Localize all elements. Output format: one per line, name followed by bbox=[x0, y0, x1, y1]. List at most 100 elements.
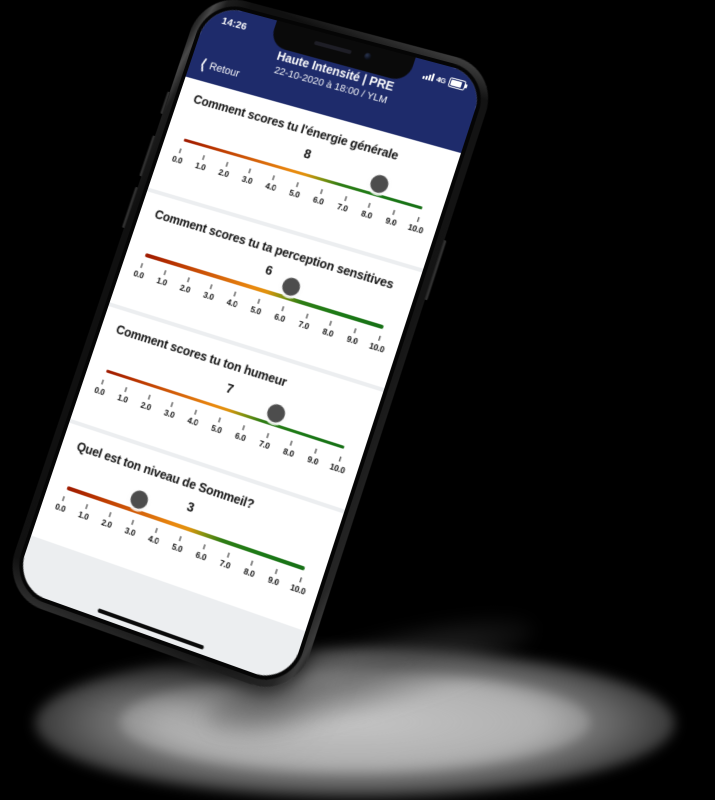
tick-mark bbox=[178, 536, 182, 542]
tick-mark bbox=[124, 386, 128, 392]
tick-mark bbox=[186, 277, 190, 283]
score-slider[interactable]: 0.0 1.0 2.0 3.0 4.0 5.0 6.0 7.0 8.0 9.0 10.0 bbox=[48, 474, 313, 618]
tick-label: 3.0 bbox=[201, 289, 216, 303]
slider-tick: 5.0 bbox=[210, 415, 226, 435]
slider-tick: 1.0 bbox=[77, 503, 92, 522]
tick-mark bbox=[296, 181, 299, 187]
tick-mark bbox=[85, 504, 88, 510]
slider-tick: 9.0 bbox=[384, 208, 400, 227]
tick-label: 5.0 bbox=[287, 186, 302, 200]
slider-tick: 10.0 bbox=[368, 334, 388, 355]
tick-mark bbox=[218, 416, 221, 423]
tick-mark bbox=[339, 456, 342, 462]
slider-tick: 7.0 bbox=[218, 551, 234, 571]
tick-label: 3.0 bbox=[123, 525, 137, 539]
tick-mark bbox=[266, 432, 269, 438]
tick-label: 2.0 bbox=[139, 399, 153, 412]
slider-tick: 1.0 bbox=[194, 153, 209, 172]
tick-mark bbox=[171, 401, 174, 407]
status-indicators: 4G bbox=[422, 70, 467, 91]
slider-tick: 0.0 bbox=[132, 262, 147, 281]
slider-tick: 5.0 bbox=[170, 535, 187, 555]
slider-tick: 7.0 bbox=[297, 312, 313, 331]
slider-tick: 2.0 bbox=[179, 276, 194, 295]
slider-tick: 3.0 bbox=[202, 283, 217, 302]
tick-mark bbox=[257, 298, 261, 304]
tick-label: 1.0 bbox=[116, 391, 130, 405]
slider-tick: 7.0 bbox=[336, 194, 352, 213]
tick-label: 7.0 bbox=[297, 318, 311, 332]
slider-tick: 3.0 bbox=[123, 518, 138, 538]
tick-label: 0.0 bbox=[170, 153, 184, 166]
slider-tick: 0.0 bbox=[54, 495, 69, 514]
tick-mark bbox=[140, 263, 143, 268]
tick-mark bbox=[225, 161, 229, 167]
tick-label: 2.0 bbox=[100, 517, 114, 531]
tick-mark bbox=[226, 552, 230, 558]
tick-mark bbox=[299, 577, 303, 583]
tick-mark bbox=[368, 202, 372, 208]
slider-thumb[interactable] bbox=[265, 402, 288, 425]
slider-tick: 2.0 bbox=[217, 160, 232, 179]
slider-thumb[interactable] bbox=[367, 172, 391, 195]
slider-tick: 8.0 bbox=[360, 201, 376, 220]
slider-tick: 6.0 bbox=[312, 187, 328, 206]
slider-tick: 0.0 bbox=[170, 147, 186, 166]
slider-tick: 4.0 bbox=[225, 290, 240, 309]
tick-mark bbox=[281, 306, 284, 312]
slider-tick: 3.0 bbox=[163, 400, 178, 420]
tick-label: 2.0 bbox=[178, 282, 192, 295]
tick-label: 6.0 bbox=[273, 311, 287, 325]
tick-label: 1.0 bbox=[194, 159, 208, 172]
tick-label: 7.0 bbox=[257, 437, 272, 451]
tick-label: 0.0 bbox=[93, 384, 107, 397]
slider-tick: 2.0 bbox=[140, 393, 155, 412]
chevron-left-icon: ⟨ bbox=[198, 55, 209, 73]
tick-mark bbox=[250, 560, 254, 566]
tick-mark bbox=[305, 313, 308, 319]
tick-label: 0.0 bbox=[53, 501, 67, 515]
tick-mark bbox=[62, 496, 65, 502]
tick-label: 3.0 bbox=[240, 173, 254, 186]
tick-mark bbox=[179, 147, 182, 153]
tick-label: 0.0 bbox=[132, 268, 146, 281]
tick-label: 10.0 bbox=[367, 340, 386, 355]
slider-tick: 3.0 bbox=[241, 167, 256, 186]
tick-label: 8.0 bbox=[360, 207, 374, 221]
tick-mark bbox=[378, 335, 382, 341]
slider-tick: 6.0 bbox=[273, 305, 289, 324]
slider-tick: 5.0 bbox=[288, 180, 303, 199]
tick-mark bbox=[290, 440, 293, 446]
tick-mark bbox=[242, 424, 245, 430]
tick-mark bbox=[202, 544, 206, 550]
tick-mark bbox=[233, 291, 237, 297]
tick-mark bbox=[101, 379, 104, 385]
slider-tick: 6.0 bbox=[234, 423, 250, 443]
slider-tick: 7.0 bbox=[258, 431, 274, 451]
slider-tick: 10.0 bbox=[289, 575, 309, 597]
tick-mark bbox=[147, 394, 151, 400]
tick-mark bbox=[417, 216, 420, 222]
slider-tick: 0.0 bbox=[93, 378, 108, 397]
tick-mark bbox=[202, 154, 205, 160]
slider-tick: 6.0 bbox=[194, 543, 210, 563]
slider-tick: 4.0 bbox=[264, 174, 279, 192]
tick-label: 8.0 bbox=[321, 326, 335, 339]
tick-mark bbox=[131, 519, 135, 526]
front-camera-icon bbox=[362, 52, 372, 61]
tick-mark bbox=[194, 409, 198, 415]
tick-label: 8.0 bbox=[281, 445, 296, 459]
slider-tick: 5.0 bbox=[249, 297, 265, 317]
tick-label: 6.0 bbox=[194, 549, 208, 563]
slider-tick: 8.0 bbox=[321, 319, 337, 339]
tick-mark bbox=[248, 168, 252, 174]
tick-label: 5.0 bbox=[249, 304, 263, 317]
tick-mark bbox=[210, 284, 213, 290]
slider-tick: 8.0 bbox=[282, 439, 298, 459]
tick-mark bbox=[108, 511, 111, 518]
tick-label: 5.0 bbox=[170, 541, 184, 555]
tick-label: 8.0 bbox=[242, 565, 256, 580]
tick-label: 10.0 bbox=[328, 460, 347, 476]
tick-mark bbox=[329, 320, 333, 326]
tick-label: 6.0 bbox=[311, 193, 326, 207]
